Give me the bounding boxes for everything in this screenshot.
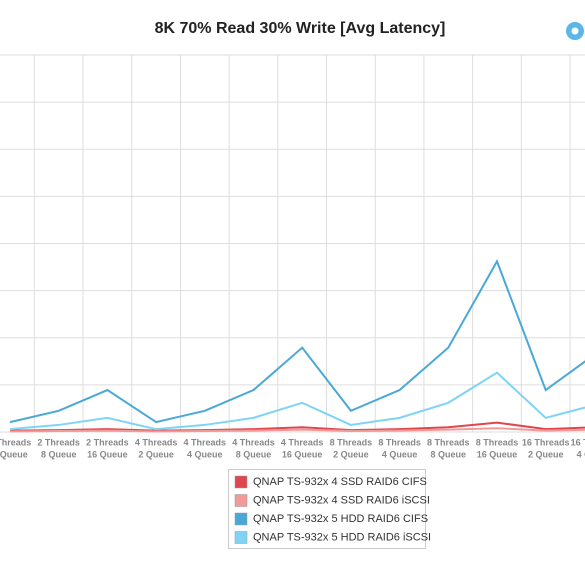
series-line — [9, 427, 585, 433]
legend-label: QNAP TS-932x 5 HDD RAID6 iSCSI — [253, 531, 431, 543]
x-tick-label: 2 Queue — [333, 449, 369, 459]
x-tick-label: 2 Queue — [528, 449, 564, 459]
x-tick-label: 8 Threads — [427, 437, 470, 447]
x-tick-label: 8 Threads — [378, 437, 421, 447]
x-tick-label: 8 Queue — [236, 449, 272, 459]
legend — [228, 469, 426, 549]
x-tick-label: 16 Queue — [87, 449, 128, 459]
legend-swatch — [234, 494, 248, 507]
chart-title: 8K 70% Read 30% Write [Avg Latency] — [155, 20, 446, 37]
icon-dot — [571, 27, 579, 35]
legend-swatch — [234, 531, 248, 544]
legend-label: QNAP TS-932x 5 HDD RAID6 CIFS — [253, 513, 428, 525]
x-tick-label: 4 Threads — [184, 437, 227, 447]
x-tick-label: 16 Queue — [282, 449, 323, 459]
x-tick-label: 2 Queue — [138, 449, 174, 459]
x-tick-label: 4 Queue — [187, 449, 223, 459]
x-tick-label: 16 Queue — [477, 449, 518, 459]
x-tick-label: 2 Threads — [37, 437, 80, 447]
x-tick-label: 4 Threads — [232, 437, 275, 447]
x-tick-label: 4 Queue — [382, 449, 418, 459]
x-tick-label: 8 Threads — [330, 437, 373, 447]
legend-label: QNAP TS-932x 4 SSD RAID6 iSCSI — [253, 494, 430, 506]
x-tick-label: 4 Threads — [135, 437, 178, 447]
x-tick-label: 4 Queue — [0, 449, 28, 459]
x-tick-label: 8 Queue — [41, 449, 77, 459]
series-line — [9, 421, 585, 432]
x-tick-label: 4 Threads — [281, 437, 324, 447]
legend-swatch — [234, 475, 248, 489]
x-tick-label: 2 Threads — [86, 437, 129, 447]
series-line — [9, 371, 585, 431]
legend-swatch — [234, 512, 248, 526]
series-line — [9, 259, 585, 424]
x-tick-label: 16 Threads — [522, 437, 570, 447]
x-tick-label: 2 Threads — [0, 437, 31, 447]
legend-label: QNAP TS-932x 4 SSD RAID6 CIFS — [253, 476, 427, 488]
x-tick-label: 8 Queue — [431, 449, 467, 459]
x-tick-label: 4 Queue — [577, 449, 585, 459]
x-tick-label: 8 Threads — [476, 437, 519, 447]
x-tick-label: 16 Threads — [571, 437, 585, 447]
